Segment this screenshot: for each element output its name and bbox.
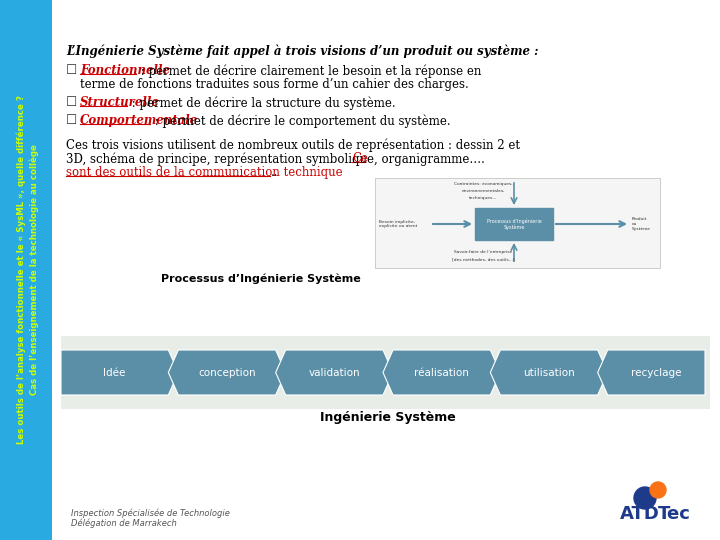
Text: ☐: ☐ [66,96,77,109]
Bar [475,208,553,240]
Text: Idée: Idée [104,368,126,377]
Text: Fonctionnelle: Fonctionnelle [80,64,170,77]
Polygon shape [276,350,393,395]
Circle shape [634,487,656,509]
Text: ☐: ☐ [66,114,77,127]
Text: ☐: ☐ [66,64,77,77]
Text: terme de fonctions traduites sous forme d’un cahier des charges.: terme de fonctions traduites sous forme … [80,78,469,91]
Text: : permet de décrire clairement le besoin et la réponse en: : permet de décrire clairement le besoin… [137,64,482,78]
Polygon shape [61,350,179,395]
Bar [375,178,660,268]
Text: [des méthodes, des outils...]: [des méthodes, des outils...] [451,257,514,261]
Text: Délégation de Marrakech: Délégation de Marrakech [71,518,176,528]
Text: Ce: Ce [352,152,368,165]
Text: Structurelle: Structurelle [80,96,160,109]
Text: : permet de décrire le comportement du système.: : permet de décrire le comportement du s… [151,114,451,127]
Text: Tec: Tec [658,505,691,523]
Text: réalisation: réalisation [414,368,469,377]
Text: recyclage: recyclage [631,368,682,377]
Text: Ingénierie Système: Ingénierie Système [320,411,456,424]
Text: : permet de décrire la structure du système.: : permet de décrire la structure du syst… [128,96,395,110]
Text: Processus d’Ingénierie Système: Processus d’Ingénierie Système [161,274,361,285]
Text: 3D, schéma de principe, représentation symbolique, organigramme….: 3D, schéma de principe, représentation s… [66,152,489,165]
Text: Inspection Spécialisée de Technologie: Inspection Spécialisée de Technologie [71,508,230,517]
Bar [61,336,710,409]
Text: Cas de l’enseignement de la technologie au collège: Cas de l’enseignement de la technologie … [30,145,39,395]
Text: ..: .. [271,166,279,179]
Text: Savoir-faire de l’entreprise: Savoir-faire de l’entreprise [454,250,512,254]
Text: techniques...: techniques... [469,196,498,200]
Polygon shape [598,350,705,395]
Text: Ces trois visions utilisent de nombreux outils de représentation : dessin 2 et: Ces trois visions utilisent de nombreux … [66,138,520,152]
Text: conception: conception [198,368,256,377]
Polygon shape [168,350,286,395]
Polygon shape [383,350,500,395]
Text: Besoin implicite,
explicite ou atent: Besoin implicite, explicite ou atent [379,220,418,228]
Bar [0,0,52,540]
Text: sont des outils de la communication technique: sont des outils de la communication tech… [66,166,343,179]
Text: Les outils de l’analyse fonctionnelle et le « SysML », quelle différence ?: Les outils de l’analyse fonctionnelle et… [17,96,26,444]
Circle shape [650,482,666,498]
Text: validation: validation [309,368,360,377]
Text: Contraintes: économiques,: Contraintes: économiques, [454,182,513,186]
Text: ATD: ATD [620,505,660,523]
Polygon shape [490,350,608,395]
Text: Processus d'Ingénierie
Système: Processus d'Ingénierie Système [487,218,541,230]
Text: environnementales,: environnementales, [462,189,505,193]
Text: utilisation: utilisation [523,368,575,377]
Text: Produit
ou
Système: Produit ou Système [632,218,651,231]
Text: L’Ingénierie Système fait appel à trois visions d’un produit ou système :: L’Ingénierie Système fait appel à trois … [66,45,539,58]
Text: Comportementale: Comportementale [80,114,198,127]
